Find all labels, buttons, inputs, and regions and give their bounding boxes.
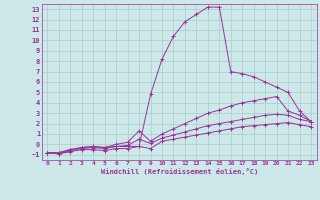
X-axis label: Windchill (Refroidissement éolien,°C): Windchill (Refroidissement éolien,°C) xyxy=(100,168,258,175)
